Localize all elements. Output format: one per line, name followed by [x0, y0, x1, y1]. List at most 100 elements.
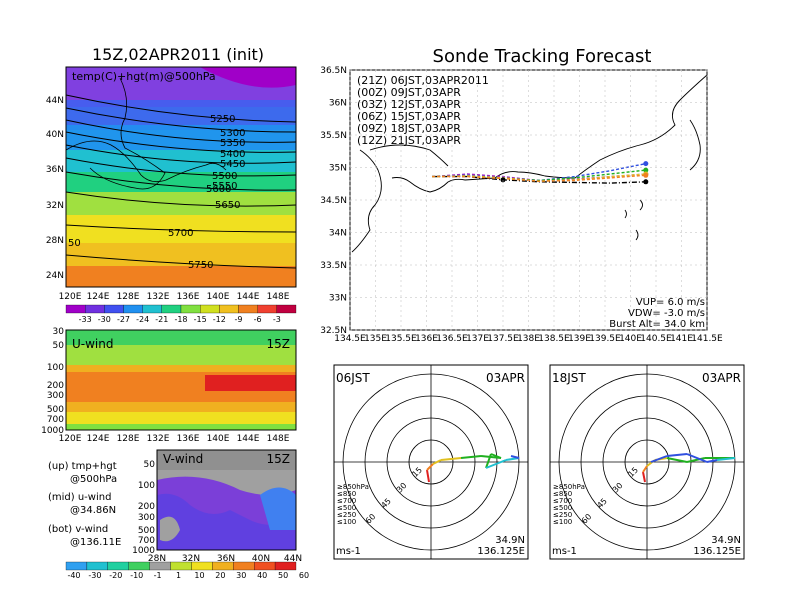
colorbar-swatch	[233, 561, 255, 571]
colorbar-label: 60	[299, 571, 309, 580]
track-endpoint	[643, 172, 649, 178]
hodo2-lat: 34.9N	[711, 535, 741, 546]
svg-text:36N: 36N	[46, 165, 64, 175]
svg-text:44N: 44N	[46, 96, 64, 106]
track-midpoint	[500, 177, 506, 183]
colorbar-label: -15	[194, 315, 207, 324]
lon-tick-label: 139E	[568, 334, 591, 344]
lon-tick-label: 138E	[517, 334, 540, 344]
track-coastline	[351, 74, 708, 253]
lat-tick-label: 36.5N	[320, 66, 347, 76]
svg-text:(up) tmp+hgt: (up) tmp+hgt	[48, 461, 117, 472]
svg-text:5750: 5750	[188, 260, 213, 271]
colorbar-swatch	[212, 561, 234, 571]
colorbar-swatch	[276, 304, 297, 314]
colorbar-label: -30	[88, 571, 101, 580]
hodo-trace	[716, 457, 736, 461]
colorbar-label: -9	[235, 315, 243, 324]
svg-text:(mid) u-wind: (mid) u-wind	[48, 492, 111, 503]
track-lat-labels: 36.5N 36N 35.5N 35N 34.5N 34N 33.5N 33N 32.5N	[320, 66, 707, 336]
svg-text:132E: 132E	[147, 434, 170, 444]
lon-tick-label: 138.5E	[538, 334, 570, 344]
hodo-legend-entry: ≤850	[337, 490, 356, 498]
hodo-trace	[642, 471, 646, 483]
hodo-trace	[686, 453, 708, 463]
map-label: temp(C)+hgt(m)@500hPa	[72, 70, 216, 83]
colorbar-swatch	[238, 304, 258, 314]
track-series	[432, 161, 649, 185]
colorbar-label: -24	[136, 315, 149, 324]
colorbar-label: -40	[67, 571, 80, 580]
colorbar-label: -1	[154, 571, 162, 580]
vwind-plot	[157, 450, 296, 550]
svg-text:36N: 36N	[217, 554, 235, 564]
vwind-frame	[156, 449, 297, 551]
colorbar-swatch	[219, 304, 239, 314]
svg-text:700: 700	[47, 415, 64, 425]
lat-tick-label: 35N	[329, 164, 347, 174]
hodo2-lon: 136.125E	[693, 546, 741, 557]
svg-text:@500hPa: @500hPa	[70, 474, 117, 485]
lon-tick-label: 140E	[619, 334, 642, 344]
colorbar-label: -20	[109, 571, 122, 580]
lat-tick-label: 34.5N	[320, 196, 347, 206]
lon-tick-label: 137E	[466, 334, 489, 344]
svg-text:5450: 5450	[220, 159, 245, 170]
colorbar-swatch	[254, 561, 276, 571]
track-title: Sonde Tracking Forecast	[433, 46, 652, 67]
legend-entry: (03Z) 12JST,03APR	[357, 98, 461, 111]
colorbar-label: -33	[79, 315, 92, 324]
svg-text:VUP= 6.0 m/s: VUP= 6.0 m/s	[636, 297, 705, 308]
svg-text:28N: 28N	[148, 554, 166, 564]
hodo-trace	[490, 453, 502, 459]
lon-tick-label: 134.5E	[334, 334, 366, 344]
uwind-frame	[65, 329, 297, 431]
hodo-legend-entry: ≥850hPa	[337, 483, 369, 491]
colorbar-label: 40	[257, 571, 267, 580]
colorbar-label: -10	[130, 571, 143, 580]
lon-tick-label: 135E	[364, 334, 387, 344]
colorbar-swatch	[191, 561, 213, 571]
colorbar-label: -30	[98, 315, 111, 324]
svg-text:24N: 24N	[46, 271, 64, 281]
hodo-legend-entry: ≤700	[553, 497, 572, 505]
colorbar-swatch	[85, 304, 105, 314]
svg-text:32N: 32N	[182, 554, 200, 564]
hodo1-date: 03APR	[486, 371, 525, 385]
legend-entry: (06Z) 15JST,03APR	[357, 110, 461, 123]
svg-text:1000: 1000	[132, 546, 155, 556]
colorbar-label: 50	[278, 571, 288, 580]
hodo-legend-entry: ≥850hPa	[553, 483, 585, 491]
hodo-legend-entry: ≤500	[337, 504, 356, 512]
lon-tick-label: 141E	[670, 334, 693, 344]
uwind-label: U-wind	[72, 337, 113, 351]
colorbar-label: 30	[236, 571, 246, 580]
svg-text:200: 200	[47, 381, 64, 391]
hodo-legend-entry: ≤100	[337, 518, 356, 526]
temp-map-frame	[65, 66, 297, 288]
wind-colorbar: -40 -30 -20 -10 -1 1 10 20 30 40 50 60	[65, 561, 309, 580]
temperature-colorbar: -33 -30 -27 -24 -21 -18 -15 -12 -9 -6 -3	[65, 304, 297, 324]
svg-text:700: 700	[138, 536, 155, 546]
hodo-trace	[485, 459, 507, 469]
svg-text:30: 30	[53, 327, 65, 337]
hodo-trace	[426, 463, 434, 471]
hodo-trace	[426, 469, 430, 483]
svg-text:5400: 5400	[220, 149, 245, 160]
colorbar-swatch	[107, 561, 129, 571]
svg-text:40N: 40N	[252, 554, 270, 564]
svg-text:140E: 140E	[207, 292, 230, 302]
lat-tick-label: 33.5N	[320, 261, 347, 271]
hodo-trace	[440, 457, 462, 461]
svg-text:100: 100	[47, 363, 64, 373]
svg-text:32N: 32N	[46, 201, 64, 211]
colorbar-label: -12	[213, 315, 226, 324]
hodo-trace	[650, 455, 668, 463]
svg-text:128E: 128E	[117, 292, 140, 302]
svg-text:(bot) v-wind: (bot) v-wind	[48, 524, 108, 535]
svg-text:5250: 5250	[210, 114, 235, 125]
colorbar-swatch	[200, 304, 220, 314]
hodo-trace	[706, 459, 718, 463]
legend-entry: (09Z) 18JST,03APR	[357, 122, 461, 135]
